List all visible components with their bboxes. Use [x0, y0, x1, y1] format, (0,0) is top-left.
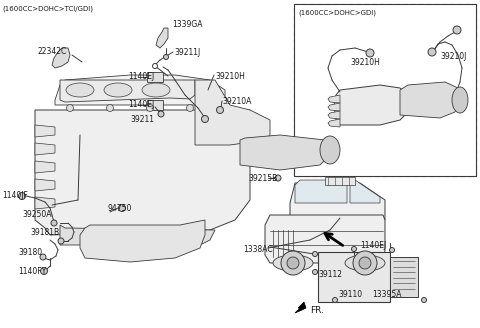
Polygon shape [295, 302, 306, 313]
Bar [147, 100, 163, 110]
Circle shape [40, 268, 48, 275]
Circle shape [333, 297, 337, 302]
Polygon shape [35, 197, 55, 209]
Text: 1140JF: 1140JF [2, 191, 28, 200]
Circle shape [67, 105, 73, 112]
Polygon shape [328, 95, 340, 103]
Text: 39112: 39112 [318, 270, 342, 279]
Circle shape [19, 193, 25, 199]
Polygon shape [35, 125, 55, 137]
Ellipse shape [104, 83, 132, 97]
Circle shape [187, 105, 193, 112]
Bar [325, 177, 355, 185]
Text: 39211J: 39211J [174, 48, 200, 57]
Circle shape [389, 248, 395, 253]
Text: (1600CC>DOHC>GDI): (1600CC>DOHC>GDI) [298, 10, 376, 16]
Polygon shape [328, 119, 340, 127]
Text: (1600CC>DOHC>TCI/GDI): (1600CC>DOHC>TCI/GDI) [2, 6, 93, 12]
Circle shape [164, 54, 168, 59]
Text: 22342C: 22342C [38, 47, 67, 56]
Text: 39211: 39211 [130, 115, 154, 124]
Circle shape [287, 257, 299, 269]
Polygon shape [240, 135, 330, 170]
Polygon shape [60, 80, 195, 102]
Ellipse shape [452, 87, 468, 113]
Circle shape [202, 115, 208, 122]
Text: 39210J: 39210J [440, 52, 467, 61]
Text: 1339GA: 1339GA [172, 20, 203, 29]
Text: 39180: 39180 [18, 248, 42, 257]
Text: 39250A: 39250A [22, 210, 51, 219]
Bar [294, 4, 476, 176]
Text: 1140EJ: 1140EJ [128, 72, 154, 81]
Ellipse shape [273, 255, 313, 271]
Text: 1140FY: 1140FY [18, 267, 46, 276]
Text: FR.: FR. [310, 306, 324, 315]
Ellipse shape [66, 83, 94, 97]
Text: 39210H: 39210H [350, 58, 380, 67]
Text: 39210A: 39210A [222, 97, 252, 106]
Circle shape [359, 257, 371, 269]
Text: 13395A: 13395A [372, 290, 401, 299]
Circle shape [366, 49, 374, 57]
Circle shape [353, 251, 377, 275]
Polygon shape [350, 180, 380, 203]
Bar [294, 4, 476, 176]
Polygon shape [400, 82, 460, 118]
Polygon shape [80, 220, 205, 262]
Circle shape [58, 238, 64, 244]
Text: 39110: 39110 [338, 290, 362, 299]
Bar [318, 252, 390, 302]
Circle shape [428, 48, 436, 56]
Circle shape [312, 252, 317, 256]
Circle shape [153, 64, 157, 69]
Polygon shape [55, 75, 225, 105]
Circle shape [51, 220, 57, 226]
Ellipse shape [320, 136, 340, 164]
Circle shape [146, 105, 154, 112]
Ellipse shape [142, 83, 170, 97]
Polygon shape [35, 161, 55, 173]
Polygon shape [35, 143, 55, 155]
Circle shape [275, 175, 281, 181]
Bar [390, 257, 418, 297]
Polygon shape [35, 110, 250, 235]
Circle shape [216, 107, 224, 113]
Text: 1338AC: 1338AC [243, 245, 273, 254]
Polygon shape [35, 179, 55, 191]
Polygon shape [156, 28, 168, 48]
Text: 1140EJ: 1140EJ [128, 100, 154, 109]
Polygon shape [60, 225, 215, 245]
Polygon shape [195, 80, 270, 145]
Circle shape [107, 105, 113, 112]
Polygon shape [52, 48, 70, 68]
Circle shape [158, 111, 164, 117]
Polygon shape [328, 111, 340, 119]
Polygon shape [328, 103, 340, 111]
Circle shape [281, 251, 305, 275]
Text: 39210H: 39210H [215, 72, 245, 81]
Polygon shape [334, 85, 408, 125]
Polygon shape [290, 183, 385, 220]
Circle shape [312, 270, 317, 275]
Bar [147, 72, 163, 82]
Circle shape [453, 26, 461, 34]
Circle shape [40, 254, 46, 260]
Text: 94750: 94750 [108, 204, 132, 213]
Circle shape [351, 247, 357, 252]
Text: 39181B: 39181B [30, 228, 59, 237]
Circle shape [421, 297, 427, 302]
Ellipse shape [345, 255, 385, 271]
Text: 1140EJ: 1140EJ [360, 241, 386, 250]
Polygon shape [265, 215, 385, 263]
Text: 39215B: 39215B [248, 174, 277, 183]
Circle shape [119, 204, 125, 212]
Polygon shape [295, 180, 347, 203]
